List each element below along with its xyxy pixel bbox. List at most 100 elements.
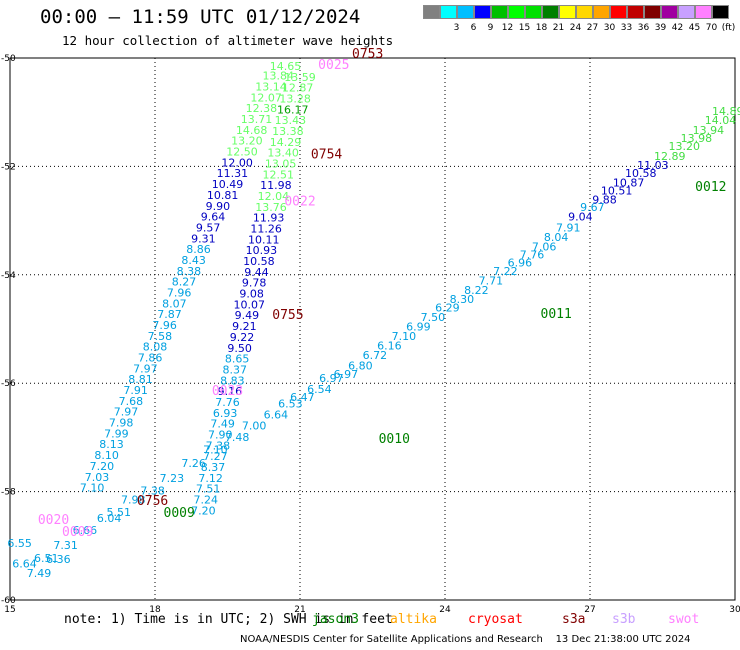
legend-label: 9 <box>487 23 494 33</box>
legend-label: 39 <box>654 23 667 33</box>
wave-height-value: 7.58 <box>148 330 173 343</box>
wave-height-value: 9.16 <box>218 385 243 398</box>
lat-tick-label: -54 <box>1 271 16 281</box>
legend-label: 33 <box>620 23 633 33</box>
legend-swatch <box>627 5 644 19</box>
lat-tick-label: -52 <box>1 162 16 172</box>
wave-height-value: 7.23 <box>160 472 185 485</box>
wave-height-value: 8.65 <box>225 353 250 366</box>
wave-height-value: 10.49 <box>212 178 244 191</box>
wave-height-value: 7.24 <box>194 494 219 507</box>
legend-swatch <box>644 5 661 19</box>
wave-height-value: 9.08 <box>239 288 264 301</box>
wave-height-value: 10.93 <box>246 244 278 257</box>
pass-time-label: 0755 <box>272 308 303 323</box>
wave-height-value: 6.80 <box>348 360 373 373</box>
satellite-cryosat: cryosat <box>468 612 523 627</box>
satellite-s3a: s3a <box>562 612 586 627</box>
lon-tick-label: 27 <box>584 605 595 615</box>
legend-swatch <box>593 5 610 19</box>
wave-height-value: 7.87 <box>157 308 182 321</box>
satellite-altika: altika <box>390 612 437 627</box>
wave-height-value: 13.38 <box>272 125 304 138</box>
wave-height-value: 8.38 <box>177 265 202 278</box>
wave-height-labels: 7.496.646.516.366.55 7.316.666.045.517.98… <box>7 60 740 580</box>
lon-tick-label: 30 <box>729 605 740 615</box>
wave-height-value: 13.98 <box>681 132 713 145</box>
wave-height-value: 9.31 <box>191 232 216 245</box>
wave-height-value: 8.37 <box>201 461 226 474</box>
pass-time-label: 0011 <box>541 307 572 322</box>
map-frame <box>9 57 736 601</box>
lon-tick-label: 15 <box>4 605 15 615</box>
wave-height-value: 7.71 <box>479 275 504 288</box>
wave-height-value: 13.40 <box>267 147 299 160</box>
wave-height-value: 13.76 <box>255 201 287 214</box>
wave-height-value: 10.58 <box>625 167 657 180</box>
legend-swatch <box>440 5 457 19</box>
wave-height-value: 6.96 <box>508 257 533 270</box>
wave-height-value: 8.04 <box>544 231 569 244</box>
wave-height-value: 7.68 <box>119 395 144 408</box>
wave-height-value: 8.43 <box>181 254 206 267</box>
wave-height-value: 7.86 <box>138 352 163 365</box>
wave-height-value: 7.50 <box>421 311 446 324</box>
lat-tick-label: -50 <box>1 54 16 64</box>
wave-height-value: 8.08 <box>143 341 168 354</box>
pass-time-label: 0009 <box>164 506 195 521</box>
legend-label: 18 <box>535 23 548 33</box>
pass-time-label: 0020 <box>38 513 69 528</box>
pass-time-label: 0754 <box>311 147 342 162</box>
wave-height-value: 10.58 <box>243 255 275 268</box>
wave-height-value: 12.00 <box>221 156 253 169</box>
wave-height-value: 13.20 <box>231 135 263 148</box>
wave-height-value: 7.26 <box>181 457 206 470</box>
legend-label: 21 <box>552 23 565 33</box>
legend-label: 42 <box>671 23 684 33</box>
wave-height-value: 13.43 <box>275 114 307 127</box>
wave-height-value: 6.93 <box>213 407 238 420</box>
legend-swatch <box>457 5 474 19</box>
wave-height-value: 11.93 <box>253 212 285 225</box>
wave-height-value: 8.83 <box>220 374 245 387</box>
wave-height-value: 7.20 <box>90 460 115 473</box>
wave-height-value: 13.84 <box>263 70 295 83</box>
legend-swatch <box>474 5 491 19</box>
wave-height-value: 7.91 <box>123 384 148 397</box>
wave-height-value: 7.31 <box>53 539 78 552</box>
wave-height-value: 6.55 <box>7 537 32 550</box>
wave-height-value: 6.29 <box>435 302 460 315</box>
wave-height-value: 12.51 <box>263 168 295 181</box>
legend-swatch <box>576 5 593 19</box>
wave-height-value: 7.12 <box>198 472 223 485</box>
legend-label: 45 <box>688 23 701 33</box>
wave-height-value: 6.16 <box>377 340 402 353</box>
wave-height-value: 7.38 <box>206 439 231 452</box>
pass-time-label: 0022 <box>284 194 315 209</box>
legend-swatch <box>661 5 678 19</box>
wave-height-value: 6.64 <box>264 408 289 421</box>
wave-height-value: 6.72 <box>363 349 388 362</box>
pass-time-label: 0025 <box>318 58 349 73</box>
wave-height-value: 13.05 <box>265 157 297 170</box>
wave-height-value: 8.13 <box>99 438 124 451</box>
legend-swatch <box>695 5 712 19</box>
wave-height-value: 12.87 <box>282 82 314 95</box>
lon-tick-label: 21 <box>294 605 305 615</box>
wave-height-value: 10.51 <box>601 185 633 198</box>
wave-height-value: 6.53 <box>278 398 303 411</box>
wave-height-value: 7.10 <box>203 444 228 457</box>
wave-height-value: 14.04 <box>705 114 737 127</box>
wave-height-value: 8.10 <box>94 449 119 462</box>
wave-height-value: 6.51 <box>34 552 59 565</box>
wave-height-value: 13.14 <box>255 81 287 94</box>
legend-swatch <box>712 5 729 19</box>
legend-label: 30 <box>603 23 616 33</box>
wave-height-value: 9.57 <box>196 221 221 234</box>
wave-height-value: 6.66 <box>73 524 98 537</box>
pass-time-label: 0010 <box>379 432 410 447</box>
footer-credit: NOAA/NESDIS Center for Satellite Applica… <box>240 634 691 645</box>
wave-height-value: 6.97 <box>319 372 344 385</box>
map-grid <box>10 58 735 600</box>
